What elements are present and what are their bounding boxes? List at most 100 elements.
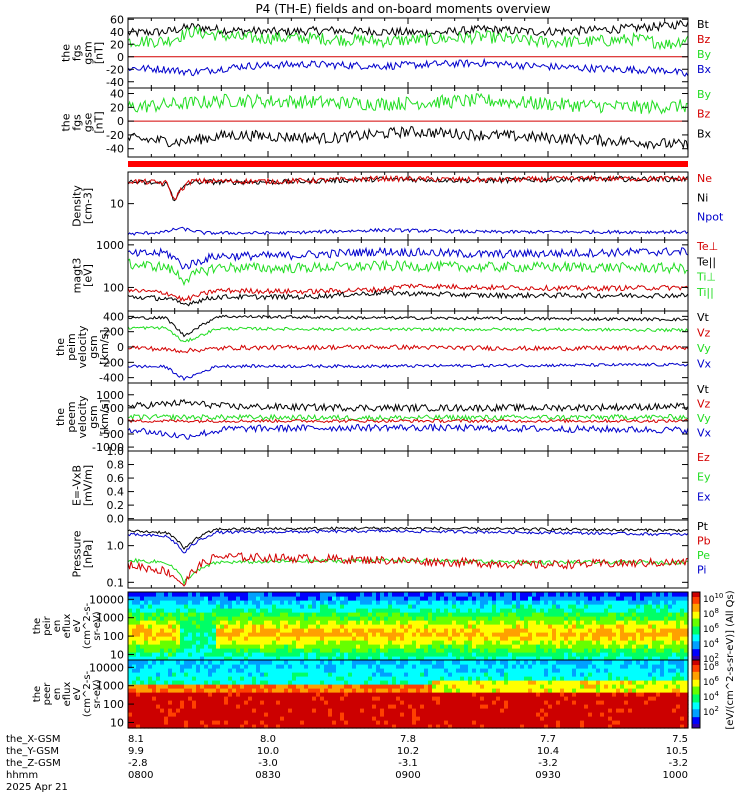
spectro-cell bbox=[324, 616, 329, 621]
spectro-cell bbox=[332, 604, 337, 609]
spectro-cell bbox=[504, 688, 509, 693]
spectro-cell bbox=[620, 656, 625, 661]
spectro-cell bbox=[544, 676, 549, 681]
spectro-cell bbox=[132, 708, 137, 713]
spectro-cell bbox=[232, 604, 237, 609]
spectro-cell bbox=[432, 676, 437, 681]
spectro-cell bbox=[428, 648, 433, 653]
spectro-cell bbox=[324, 604, 329, 609]
spectro-cell bbox=[328, 592, 333, 597]
spectro-cell bbox=[416, 604, 421, 609]
spectro-cell bbox=[440, 644, 445, 649]
spectro-cell bbox=[192, 692, 197, 697]
spectro-cell bbox=[548, 612, 553, 617]
spectro-cell bbox=[276, 592, 281, 597]
spectro-cell bbox=[524, 636, 529, 641]
spectro-cell bbox=[144, 700, 149, 705]
spectro-cell bbox=[560, 708, 565, 713]
spectro-cell bbox=[248, 604, 253, 609]
spectro-cell bbox=[456, 672, 461, 677]
spectro-cell bbox=[424, 652, 429, 657]
spectro-cell bbox=[460, 724, 465, 729]
spectro-cell bbox=[248, 660, 253, 665]
spectro-cell bbox=[500, 700, 505, 705]
spectro-cell bbox=[312, 692, 317, 697]
spectro-cell bbox=[484, 688, 489, 693]
spectro-cell bbox=[196, 676, 201, 681]
spectro-cell bbox=[668, 604, 673, 609]
spectro-cell bbox=[268, 628, 273, 633]
spectro-cell bbox=[584, 708, 589, 713]
spectro-cell bbox=[224, 596, 229, 601]
spectro-cell bbox=[164, 716, 169, 721]
spectro-cell bbox=[652, 612, 657, 617]
spectro-cell bbox=[232, 596, 237, 601]
spectro-cell bbox=[348, 720, 353, 725]
spectro-cell bbox=[392, 624, 397, 629]
spectro-cell bbox=[304, 688, 309, 693]
spectro-cell bbox=[680, 624, 685, 629]
spectro-cell bbox=[680, 648, 685, 653]
spectro-cell bbox=[452, 720, 457, 725]
spectro-cell bbox=[252, 624, 257, 629]
spectro-cell bbox=[240, 708, 245, 713]
spectro-cell bbox=[496, 664, 501, 669]
spectro-cell bbox=[196, 608, 201, 613]
spectro-cell bbox=[428, 716, 433, 721]
spectro-cell bbox=[264, 704, 269, 709]
spectro-cell bbox=[584, 644, 589, 649]
spectro-cell bbox=[556, 660, 561, 665]
spectro-cell bbox=[308, 680, 313, 685]
spectro-cell bbox=[540, 696, 545, 701]
spectro-cell bbox=[256, 600, 261, 605]
spectro-cell bbox=[676, 616, 681, 621]
spectro-cell bbox=[264, 700, 269, 705]
spectro-cell bbox=[240, 644, 245, 649]
spectro-cell bbox=[476, 704, 481, 709]
spectro-cell bbox=[452, 608, 457, 613]
spectro-cell bbox=[620, 604, 625, 609]
spectro-cell bbox=[472, 708, 477, 713]
spectro-cell bbox=[240, 600, 245, 605]
spectro-cell bbox=[668, 656, 673, 661]
spectro-cell bbox=[228, 600, 233, 605]
spectro-cell bbox=[680, 656, 685, 661]
spectro-cell bbox=[532, 636, 537, 641]
spectro-cell bbox=[220, 628, 225, 633]
spectro-cell bbox=[196, 600, 201, 605]
spectro-cell bbox=[376, 644, 381, 649]
spectro-cell bbox=[168, 656, 173, 661]
spectro-cell bbox=[192, 596, 197, 601]
spectro-cell bbox=[516, 620, 521, 625]
spectro-cell bbox=[140, 704, 145, 709]
spectro-cell bbox=[260, 596, 265, 601]
spectro-cell bbox=[496, 600, 501, 605]
spectro-cell bbox=[392, 640, 397, 645]
spectro-cell bbox=[352, 676, 357, 681]
spectro-cell bbox=[556, 688, 561, 693]
spectro-cell bbox=[548, 672, 553, 677]
spectro-cell bbox=[300, 660, 305, 665]
spectro-cell bbox=[456, 724, 461, 729]
spectro-cell bbox=[428, 592, 433, 597]
spectro-cell bbox=[556, 600, 561, 605]
legend-Bz: Bz bbox=[697, 108, 711, 121]
spectro-cell bbox=[272, 632, 277, 637]
y-axis-label: peir bbox=[42, 615, 53, 635]
spectro-cell bbox=[380, 668, 385, 673]
spectro-cell bbox=[344, 604, 349, 609]
spectro-cell bbox=[528, 604, 533, 609]
spectro-cell bbox=[584, 612, 589, 617]
spectro-cell bbox=[232, 636, 237, 641]
spectro-cell bbox=[336, 616, 341, 621]
spectro-cell bbox=[684, 628, 689, 633]
spectro-cell bbox=[468, 660, 473, 665]
spectro-cell bbox=[488, 652, 493, 657]
spectro-cell bbox=[520, 724, 525, 729]
spectro-cell bbox=[148, 676, 153, 681]
spectro-cell bbox=[144, 608, 149, 613]
spectro-cell bbox=[600, 652, 605, 657]
y-axis-label: gsm bbox=[82, 41, 95, 64]
spectro-cell bbox=[568, 620, 573, 625]
spectro-cell bbox=[220, 620, 225, 625]
